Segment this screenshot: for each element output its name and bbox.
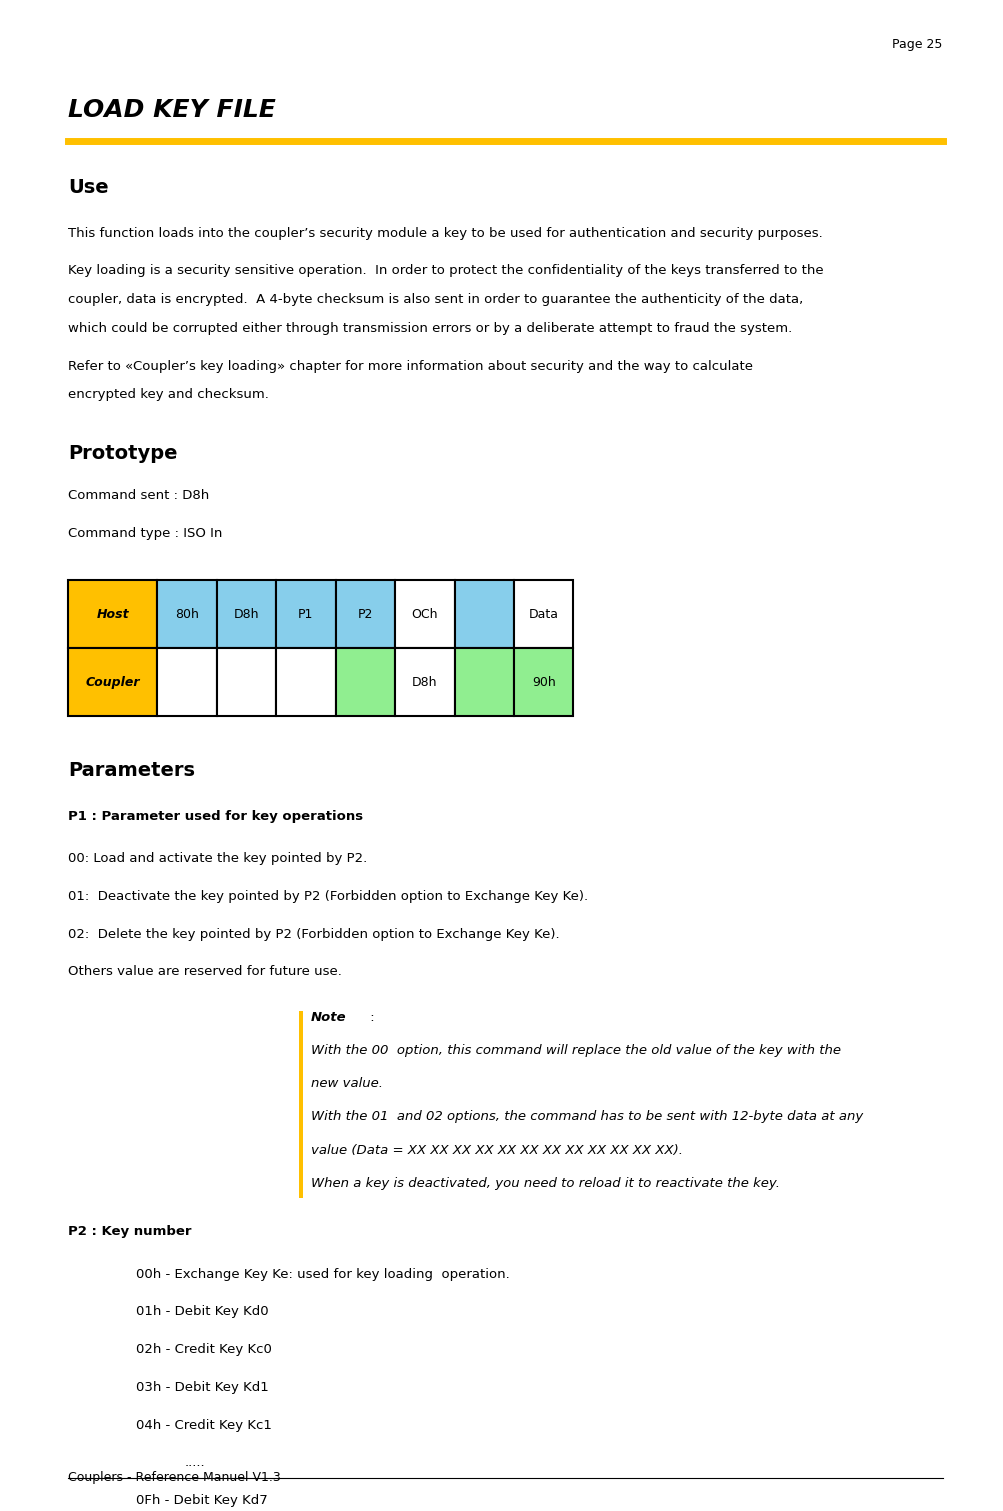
Text: value (Data = XX XX XX XX XX XX XX XX XX XX XX XX).: value (Data = XX XX XX XX XX XX XX XX XX… xyxy=(311,1144,682,1157)
Text: Couplers - Reference Manuel V1.3: Couplers - Reference Manuel V1.3 xyxy=(68,1470,281,1484)
Text: OCh: OCh xyxy=(411,607,437,621)
Text: which could be corrupted either through transmission errors or by a deliberate a: which could be corrupted either through … xyxy=(68,322,791,335)
Text: Host: Host xyxy=(96,607,128,621)
Text: P1: P1 xyxy=(298,607,313,621)
Text: With the 01  and 02 options, the command has to be sent with 12-byte data at any: With the 01 and 02 options, the command … xyxy=(311,1111,863,1124)
Bar xyxy=(217,648,276,716)
Text: coupler, data is encrypted.  A 4-byte checksum is also sent in order to guarante: coupler, data is encrypted. A 4-byte che… xyxy=(68,293,802,307)
Bar xyxy=(276,648,335,716)
Bar xyxy=(299,1011,303,1198)
Text: Data: Data xyxy=(529,607,559,621)
Text: Prototype: Prototype xyxy=(68,444,178,464)
Text: 01:  Deactivate the key pointed by P2 (Forbidden option to Exchange Key Ke).: 01: Deactivate the key pointed by P2 (Fo… xyxy=(68,890,588,904)
Text: Command sent : D8h: Command sent : D8h xyxy=(68,490,209,503)
Text: Others value are reserved for future use.: Others value are reserved for future use… xyxy=(68,966,342,979)
Text: 02:  Delete the key pointed by P2 (Forbidden option to Exchange Key Ke).: 02: Delete the key pointed by P2 (Forbid… xyxy=(68,928,559,941)
Text: P2 : Key number: P2 : Key number xyxy=(68,1225,192,1238)
Bar xyxy=(335,580,395,648)
Text: 80h: 80h xyxy=(175,607,199,621)
Text: LOAD KEY FILE: LOAD KEY FILE xyxy=(68,98,276,122)
Text: Note: Note xyxy=(311,1011,346,1024)
Text: Page 25: Page 25 xyxy=(892,38,942,51)
Text: 01h - Debit Key Kd0: 01h - Debit Key Kd0 xyxy=(136,1306,269,1318)
Text: 02h - Credit Key Kc0: 02h - Credit Key Kc0 xyxy=(136,1343,272,1355)
Text: 90h: 90h xyxy=(532,675,555,689)
Bar xyxy=(514,648,573,716)
Text: This function loads into the coupler’s security module a key to be used for auth: This function loads into the coupler’s s… xyxy=(68,227,822,240)
Text: Parameters: Parameters xyxy=(68,762,195,781)
Text: 0Fh - Debit Key Kd7: 0Fh - Debit Key Kd7 xyxy=(136,1494,268,1506)
Text: encrypted key and checksum.: encrypted key and checksum. xyxy=(68,388,269,402)
Bar xyxy=(68,580,157,648)
Text: 00h - Exchange Key Ke: used for key loading  operation.: 00h - Exchange Key Ke: used for key load… xyxy=(136,1268,510,1280)
Text: Refer to «Coupler’s key loading» chapter for more information about security and: Refer to «Coupler’s key loading» chapter… xyxy=(68,360,752,373)
Bar xyxy=(276,580,335,648)
Text: new value.: new value. xyxy=(311,1077,383,1091)
Bar xyxy=(157,648,217,716)
Bar xyxy=(68,648,157,716)
Text: .....: ..... xyxy=(185,1457,205,1469)
Text: P1 : Parameter used for key operations: P1 : Parameter used for key operations xyxy=(68,810,363,823)
Text: With the 00  option, this command will replace the old value of the key with the: With the 00 option, this command will re… xyxy=(311,1044,841,1058)
Text: Use: Use xyxy=(68,178,108,198)
Bar xyxy=(514,580,573,648)
Text: Key loading is a security sensitive operation.  In order to protect the confiden: Key loading is a security sensitive oper… xyxy=(68,264,822,278)
Text: 00: Load and activate the key pointed by P2.: 00: Load and activate the key pointed by… xyxy=(68,852,367,866)
Text: D8h: D8h xyxy=(234,607,259,621)
Bar xyxy=(454,648,514,716)
Text: P2: P2 xyxy=(357,607,373,621)
Bar xyxy=(395,580,454,648)
Text: 03h - Debit Key Kd1: 03h - Debit Key Kd1 xyxy=(136,1381,269,1393)
Text: :: : xyxy=(366,1011,375,1024)
Text: Coupler: Coupler xyxy=(85,675,139,689)
Text: Command type : ISO In: Command type : ISO In xyxy=(68,527,223,541)
Text: D8h: D8h xyxy=(411,675,437,689)
Text: 04h - Credit Key Kc1: 04h - Credit Key Kc1 xyxy=(136,1419,272,1431)
Bar xyxy=(157,580,217,648)
Text: When a key is deactivated, you need to reload it to reactivate the key.: When a key is deactivated, you need to r… xyxy=(311,1177,779,1189)
Bar xyxy=(454,580,514,648)
Bar xyxy=(217,580,276,648)
Bar xyxy=(335,648,395,716)
Bar xyxy=(395,648,454,716)
